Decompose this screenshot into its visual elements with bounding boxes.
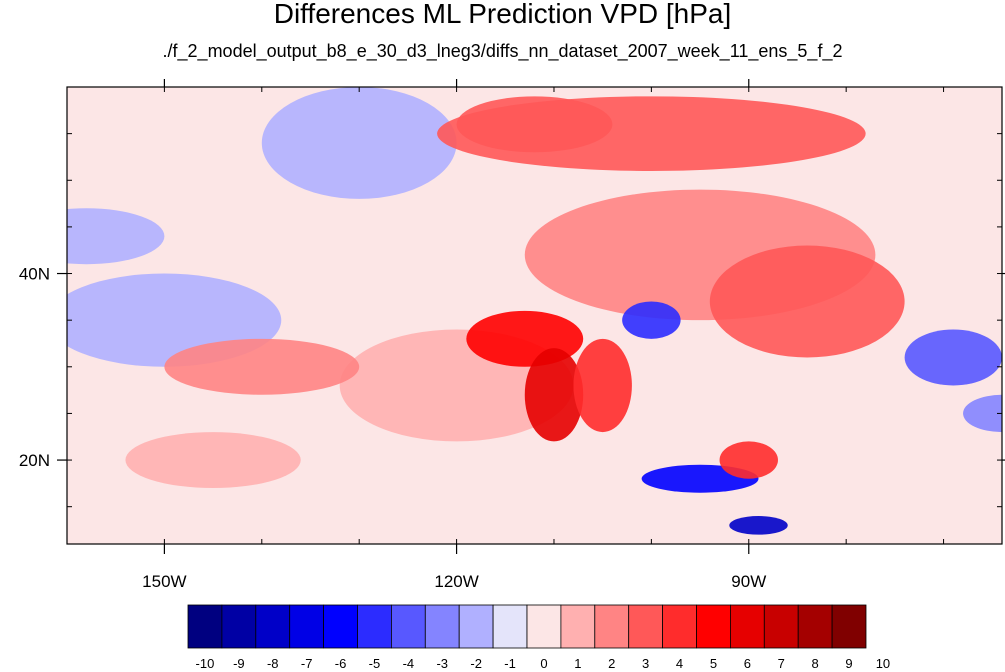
colorbar: -10 -9 -8 -7 -6 -5 -4 -3 -2 -1 0 1 2 3 4 5 6 7 8 9 10 [187,604,890,671]
axis-ticks: 150W 120W 90W 40N 20N [19,79,1005,591]
colorbar-swatch [221,604,257,649]
anomaly-region-15 [729,516,788,535]
anomaly-region-1 [67,208,165,265]
chart-title: Differences ML Prediction VPD [hPa] [273,0,732,29]
colorbar-label: 4 [676,656,683,671]
x-tick-label: 120W [434,572,478,591]
anomaly-region-5 [125,432,301,489]
map-plot-area [67,87,1002,544]
colorbar-label: 1 [574,656,581,671]
anomaly-region-9 [709,245,905,358]
colorbar-label: 9 [845,656,852,671]
anomaly-region-17 [963,394,1002,433]
colorbar-swatch [526,604,562,649]
anomaly-region-7 [456,96,613,153]
colorbar-label: -3 [436,656,448,671]
colorbar-label: -10 [196,656,215,671]
colorbar-label: 7 [778,656,785,671]
colorbar-label: -2 [470,656,482,671]
colorbar-label: 3 [642,656,649,671]
colorbar-swatch [560,604,596,649]
colorbar-swatch [797,604,833,649]
y-tick-label: 20N [19,451,50,470]
anomaly-region-13 [622,301,681,339]
colorbar-swatch [390,604,426,649]
colorbar-label: -6 [335,656,347,671]
colorbar-label: 8 [812,656,819,671]
colorbar-label: 0 [540,656,547,671]
colorbar-label: -7 [301,656,313,671]
colorbar-label: 10 [876,656,890,671]
anomaly-region-11 [524,348,584,442]
colorbar-swatch [357,604,392,649]
colorbar-swatch [628,604,664,649]
colorbar-swatch [323,604,358,649]
colorbar-swatch [696,604,731,649]
colorbar-swatch [289,604,325,649]
anomaly-region-2 [261,87,457,199]
x-tick-label: 150W [142,572,186,591]
chart-subtitle: ./f_2_model_output_b8_e_30_d3_lneg3/diff… [162,41,843,61]
colorbar-label: -8 [267,656,279,671]
colorbar-label: -9 [233,656,245,671]
colorbar-swatch [662,604,697,649]
y-tick-label: 40N [19,265,50,284]
colorbar-label: -5 [369,656,381,671]
colorbar-swatch [831,604,867,649]
colorbar-swatch [458,604,494,649]
colorbar-swatch [424,604,460,649]
colorbar-swatch [187,604,223,649]
colorbar-swatch [492,604,528,649]
colorbar-swatch [594,604,630,649]
colorbar-label: 6 [744,656,751,671]
colorbar-label: 2 [608,656,615,671]
anomaly-region-16 [904,329,1002,386]
map-frame [66,86,1003,545]
colorbar-label: 5 [710,656,717,671]
colorbar-label: -1 [504,656,516,671]
colorbar-swatch [255,604,291,649]
anomaly-region-12 [573,338,632,433]
colorbar-label: -4 [403,656,415,671]
x-tick-label: 90W [731,572,766,591]
anomaly-region-4 [164,338,360,395]
colorbar-swatch [730,604,765,649]
anomaly-region-18 [719,441,778,479]
colorbar-swatch [763,604,799,649]
